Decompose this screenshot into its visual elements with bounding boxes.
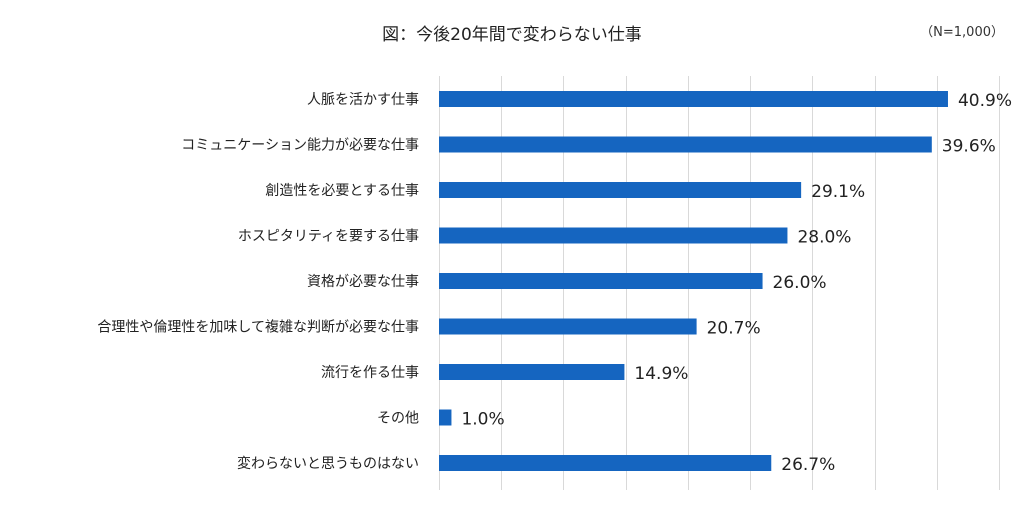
category-label: 資格が必要な仕事 [307,274,419,290]
category-label: 変わらないと思うものはない [237,455,419,472]
chart-title: 図：今後20年間で変わらない仕事 [382,25,642,45]
value-labels: 40.9% 39.6% 29.1% 28.0% 26.0% 20.7% 14.9% 1.0% 2… [461,91,1012,475]
bars [439,91,948,471]
bar [439,455,772,471]
bar [439,91,948,107]
value-label: 1.0% [461,410,504,430]
category-label: その他 [377,411,419,427]
bar [439,136,932,153]
value-label: 28.0% [797,228,851,248]
value-label: 39.6% [942,137,996,157]
bar [439,182,802,198]
category-label: 合理性や倫理性を加味して複雑な判断が必要な仕事 [97,319,419,336]
value-label: 40.9% [958,91,1012,111]
bar [439,273,763,289]
value-label: 14.9% [634,364,688,384]
value-label: 26.7% [781,455,835,475]
value-label: 20.7% [707,319,761,339]
bar [439,227,788,244]
category-label: コミュニケーション能力が必要な仕事 [181,138,419,154]
value-label: 29.1% [811,182,865,202]
category-label: 創造性を必要とする仕事 [265,183,419,199]
bar [439,409,452,426]
value-label: 26.0% [773,273,827,293]
sample-size-note: （N=1,000） [920,25,1004,40]
category-label: 人脈を活かす仕事 [307,92,419,108]
category-label: 流行を作る仕事 [321,365,419,381]
bar [439,364,625,380]
bar [439,318,697,335]
category-label: ホスピタリティを要する仕事 [238,229,419,245]
category-labels: 人脈を活かす仕事コミュニケーション能力が必要な仕事創造性を必要とする仕事ホスピタ… [97,92,419,472]
